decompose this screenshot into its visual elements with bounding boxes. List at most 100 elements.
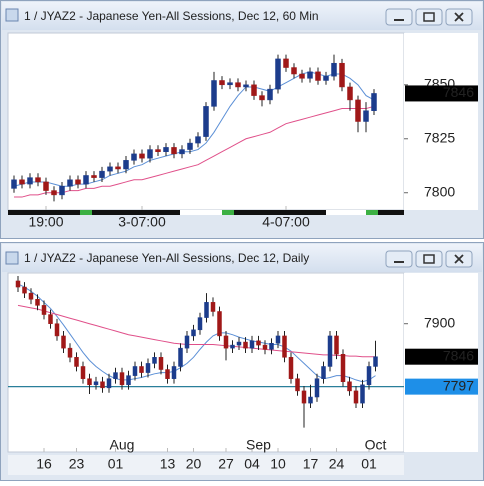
candle-body <box>203 106 209 137</box>
candle-body <box>165 369 170 379</box>
y-tick-label: 7800 <box>424 183 455 199</box>
session-bar-segment <box>366 210 378 215</box>
candle-body <box>83 175 89 185</box>
candle-body <box>243 84 249 88</box>
candle-body <box>323 75 329 81</box>
candle-body <box>219 80 225 86</box>
session-bar-segment <box>80 210 92 215</box>
month-label: Oct <box>365 437 387 453</box>
candle-body <box>152 357 157 364</box>
maximize-button[interactable] <box>415 8 443 26</box>
candle-body <box>331 62 337 77</box>
candle-body <box>74 357 79 367</box>
session-bar-segment <box>222 210 234 215</box>
date-axis <box>8 455 404 475</box>
x-tick-label: 17 <box>303 456 319 472</box>
candle-body <box>27 177 33 185</box>
x-tick-label: 19:00 <box>28 214 63 230</box>
candle-body <box>363 110 369 122</box>
candle-body <box>295 378 300 392</box>
month-label: Aug <box>110 437 135 453</box>
candle-body <box>230 344 235 349</box>
price-box <box>405 85 478 102</box>
level-label: 7797 <box>443 377 474 393</box>
candle-body <box>87 378 92 386</box>
x-tick-label: 24 <box>329 456 345 472</box>
candle-body <box>366 366 372 386</box>
candle-body <box>19 179 25 185</box>
candle-body <box>256 340 261 346</box>
maximize-button[interactable] <box>415 250 443 268</box>
candle-body <box>22 286 27 294</box>
candle-body <box>107 166 113 172</box>
candle-body <box>308 396 313 404</box>
x-tick-label: 01 <box>108 456 124 472</box>
candle-body <box>235 82 241 88</box>
candle-body <box>347 86 353 101</box>
price-axis <box>404 33 478 210</box>
candle-body <box>267 88 273 101</box>
x-tick-label: 16 <box>36 456 52 472</box>
window-buttons <box>385 8 473 26</box>
candle-body <box>131 153 137 161</box>
candle-body <box>269 343 274 350</box>
candle-body <box>275 335 281 344</box>
x-tick-label: 23 <box>69 456 85 472</box>
candle-body <box>184 335 190 349</box>
x-tick-label: 3-07:00 <box>118 214 166 230</box>
price-box <box>405 348 478 365</box>
session-bar-segment <box>180 210 222 215</box>
window-title: 1 / JYAZ2 - Japanese Yen-All Sessions, D… <box>24 9 319 23</box>
candle-body <box>283 58 289 68</box>
candle-body <box>59 186 65 196</box>
candle-body <box>314 378 320 398</box>
candle-body <box>171 147 177 155</box>
candle-body <box>28 292 34 300</box>
candle-body <box>355 99 361 122</box>
minimize-button[interactable] <box>385 8 413 26</box>
y-tick-label: 7825 <box>424 129 455 145</box>
candle-body <box>315 71 321 81</box>
candle-body <box>139 366 144 373</box>
candle-body <box>178 347 183 367</box>
candle-body <box>147 149 153 159</box>
moving-average <box>13 71 375 187</box>
candle-body <box>227 82 233 86</box>
candle-body <box>259 95 265 101</box>
candle-body <box>179 149 185 155</box>
candle-body <box>163 147 169 152</box>
window-title: 1 / JYAZ2 - Japanese Yen-All Sessions, D… <box>24 251 309 265</box>
x-tick-label: 13 <box>160 456 176 472</box>
candle-body <box>197 317 203 331</box>
candle-body <box>100 381 105 389</box>
candle-body <box>171 366 177 379</box>
candle-body <box>339 62 345 88</box>
candle-body <box>145 363 151 373</box>
candle-body <box>15 280 21 288</box>
x-tick-label: 20 <box>186 456 202 472</box>
candle-body <box>371 93 377 111</box>
candle-body <box>288 357 294 379</box>
candle-body <box>41 305 47 315</box>
minimize-button[interactable] <box>385 250 413 268</box>
candle-body <box>327 335 333 367</box>
price-label: 7846 <box>443 84 474 100</box>
candle-body <box>43 181 49 191</box>
candle-body <box>61 335 66 349</box>
month-label: Sep <box>246 437 271 453</box>
candle-body <box>35 299 40 306</box>
candle-body <box>262 344 268 350</box>
moving-average <box>17 304 376 358</box>
candle-body <box>360 384 365 404</box>
candle-body <box>236 341 242 346</box>
candle-body <box>251 84 257 96</box>
candle-body <box>67 179 73 187</box>
candle-body <box>106 378 112 389</box>
candle-body <box>353 390 359 404</box>
price-label: 7846 <box>443 347 474 363</box>
window-buttons <box>385 250 473 268</box>
candle-body <box>11 179 17 189</box>
candle-body <box>217 311 222 337</box>
candle-body <box>139 153 145 159</box>
